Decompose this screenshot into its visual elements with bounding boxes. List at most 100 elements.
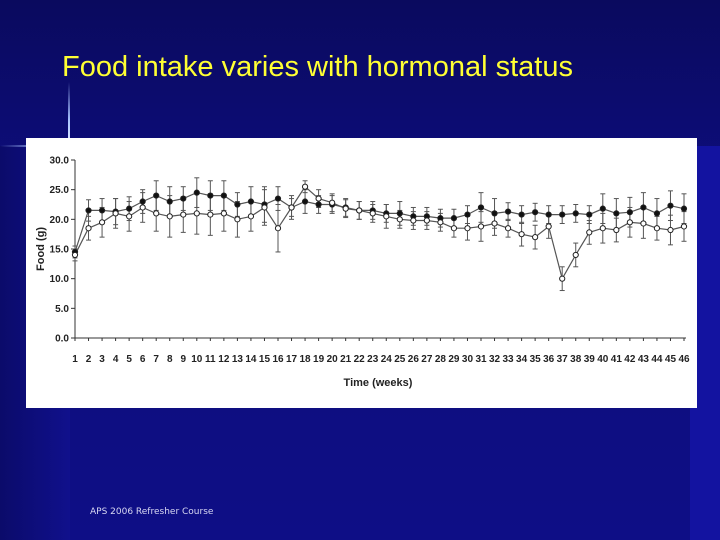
series-lines xyxy=(74,185,685,281)
series-2-point xyxy=(491,220,498,227)
series-1-point xyxy=(315,201,322,208)
series-1-point xyxy=(559,211,566,218)
series-1-point xyxy=(572,210,579,217)
x-tick-label: 30 xyxy=(462,354,474,365)
x-tick-label: 39 xyxy=(584,354,596,365)
chart-axes: 0.05.010.015.020.025.030.01 2 3 4 5 6 7 8 9 10 11 1… xyxy=(50,156,690,366)
series-1-point xyxy=(207,192,214,199)
x-tick-label: 25 xyxy=(394,354,406,365)
x-tick-label: 41 xyxy=(611,354,623,365)
series-2-point xyxy=(153,210,160,217)
series-2-point xyxy=(288,204,295,211)
chart-panel: 0.0 5.0 10.0 15.0 20.0 25.0 30.0 1 2 3 4 5 6 7 8 9 10 11 1… xyxy=(26,138,697,408)
series-2-point xyxy=(329,199,336,206)
series-2-point xyxy=(653,225,661,232)
vertical-accent-line xyxy=(68,82,70,146)
series-2-point xyxy=(220,210,227,217)
series-1-point xyxy=(450,215,458,222)
series-1-point xyxy=(653,210,661,217)
series-1-point xyxy=(180,195,187,202)
series-2-point xyxy=(383,213,390,220)
series-1-point xyxy=(545,211,552,218)
series-2-line xyxy=(74,185,685,281)
series-1-point xyxy=(234,201,241,208)
series-2-point xyxy=(437,219,444,226)
x-tick-label: 35 xyxy=(530,354,542,365)
chart-labels: Time (weeks) Food (g) xyxy=(35,227,413,389)
series-2-point xyxy=(274,225,282,232)
x-tick-label: 46 xyxy=(678,354,690,365)
series-2-point xyxy=(518,231,525,238)
series-1-point xyxy=(396,210,403,217)
x-tick-label: 16 xyxy=(272,354,284,365)
series-2-point xyxy=(667,226,674,234)
series-1-point xyxy=(504,208,512,215)
x-tick-label: 26 xyxy=(408,354,420,365)
slide-footer: APS 2006 Refresher Course xyxy=(90,507,214,517)
series-2-point xyxy=(356,207,363,214)
error-bars xyxy=(72,177,687,292)
series-2-point xyxy=(180,211,187,218)
x-tick-label: 29 xyxy=(448,354,460,365)
y-tick-label: 0.0 xyxy=(55,334,69,345)
series-2-point xyxy=(504,225,512,232)
x-tick-label: 6 xyxy=(140,354,146,365)
series-2-point xyxy=(572,251,579,259)
series-2-point xyxy=(139,204,146,211)
series-1-point xyxy=(599,205,606,212)
series-2-point xyxy=(559,275,566,282)
y-tick-label: 20.0 xyxy=(50,215,70,226)
x-tick-label: 14 xyxy=(245,354,257,365)
series-2-point xyxy=(166,213,173,220)
series-2-point xyxy=(98,219,106,226)
series-2-point xyxy=(477,223,485,230)
x-tick-label: 13 xyxy=(232,354,244,365)
series-1-point xyxy=(220,192,227,199)
x-tick-label: 3 xyxy=(99,354,105,365)
x-tick-label: 19 xyxy=(313,354,325,365)
series-1-point xyxy=(247,198,255,205)
series-1-point xyxy=(680,205,688,212)
series-2-point xyxy=(126,213,133,220)
series-2-point xyxy=(342,205,349,212)
y-tick-label: 10.0 xyxy=(50,274,70,285)
series-2-point xyxy=(410,217,417,224)
series-2-point xyxy=(112,210,119,217)
food-intake-chart: 0.05.010.015.020.025.030.01 2 3 4 5 6 7 8 9 10 11 1… xyxy=(35,156,690,390)
x-tick-label: 10 xyxy=(191,354,203,365)
x-tick-label: 36 xyxy=(543,354,555,365)
y-tick-label: 25.0 xyxy=(50,185,70,196)
x-tick-label: 8 xyxy=(167,354,173,365)
x-tick-label: 27 xyxy=(421,354,433,365)
series-1-point xyxy=(613,210,620,217)
x-tick-label: 5 xyxy=(126,354,132,365)
x-tick-label: 31 xyxy=(475,354,487,365)
series-1-line xyxy=(74,191,685,253)
series-1-point xyxy=(640,204,647,211)
data-markers xyxy=(71,183,688,282)
x-tick-label: 43 xyxy=(638,354,650,365)
x-axis-title: Time (weeks) xyxy=(344,377,413,389)
x-tick-label: 34 xyxy=(516,354,528,365)
x-tick-label: 24 xyxy=(381,354,393,365)
series-1-point xyxy=(166,198,173,205)
x-tick-label: 32 xyxy=(489,354,501,365)
series-2-point xyxy=(532,234,539,241)
y-axis-title: Food (g) xyxy=(35,227,47,271)
x-tick-label: 11 xyxy=(205,354,216,365)
x-tick-label: 1 xyxy=(72,354,78,365)
series-2-point xyxy=(396,216,403,223)
series-2-point xyxy=(234,216,241,223)
series-2-point xyxy=(450,225,458,232)
series-1-point xyxy=(491,210,498,217)
x-tick-label: 12 xyxy=(218,354,230,365)
series-1-point xyxy=(98,207,106,214)
series-1-point xyxy=(139,198,146,205)
series-2-point xyxy=(193,210,200,217)
x-tick-label: 2 xyxy=(86,354,92,365)
x-tick-label: 44 xyxy=(651,354,663,365)
x-tick-label: 7 xyxy=(153,354,159,365)
series-2-point xyxy=(545,223,552,230)
series-1-point xyxy=(85,207,92,214)
x-tick-label: 42 xyxy=(624,354,636,365)
